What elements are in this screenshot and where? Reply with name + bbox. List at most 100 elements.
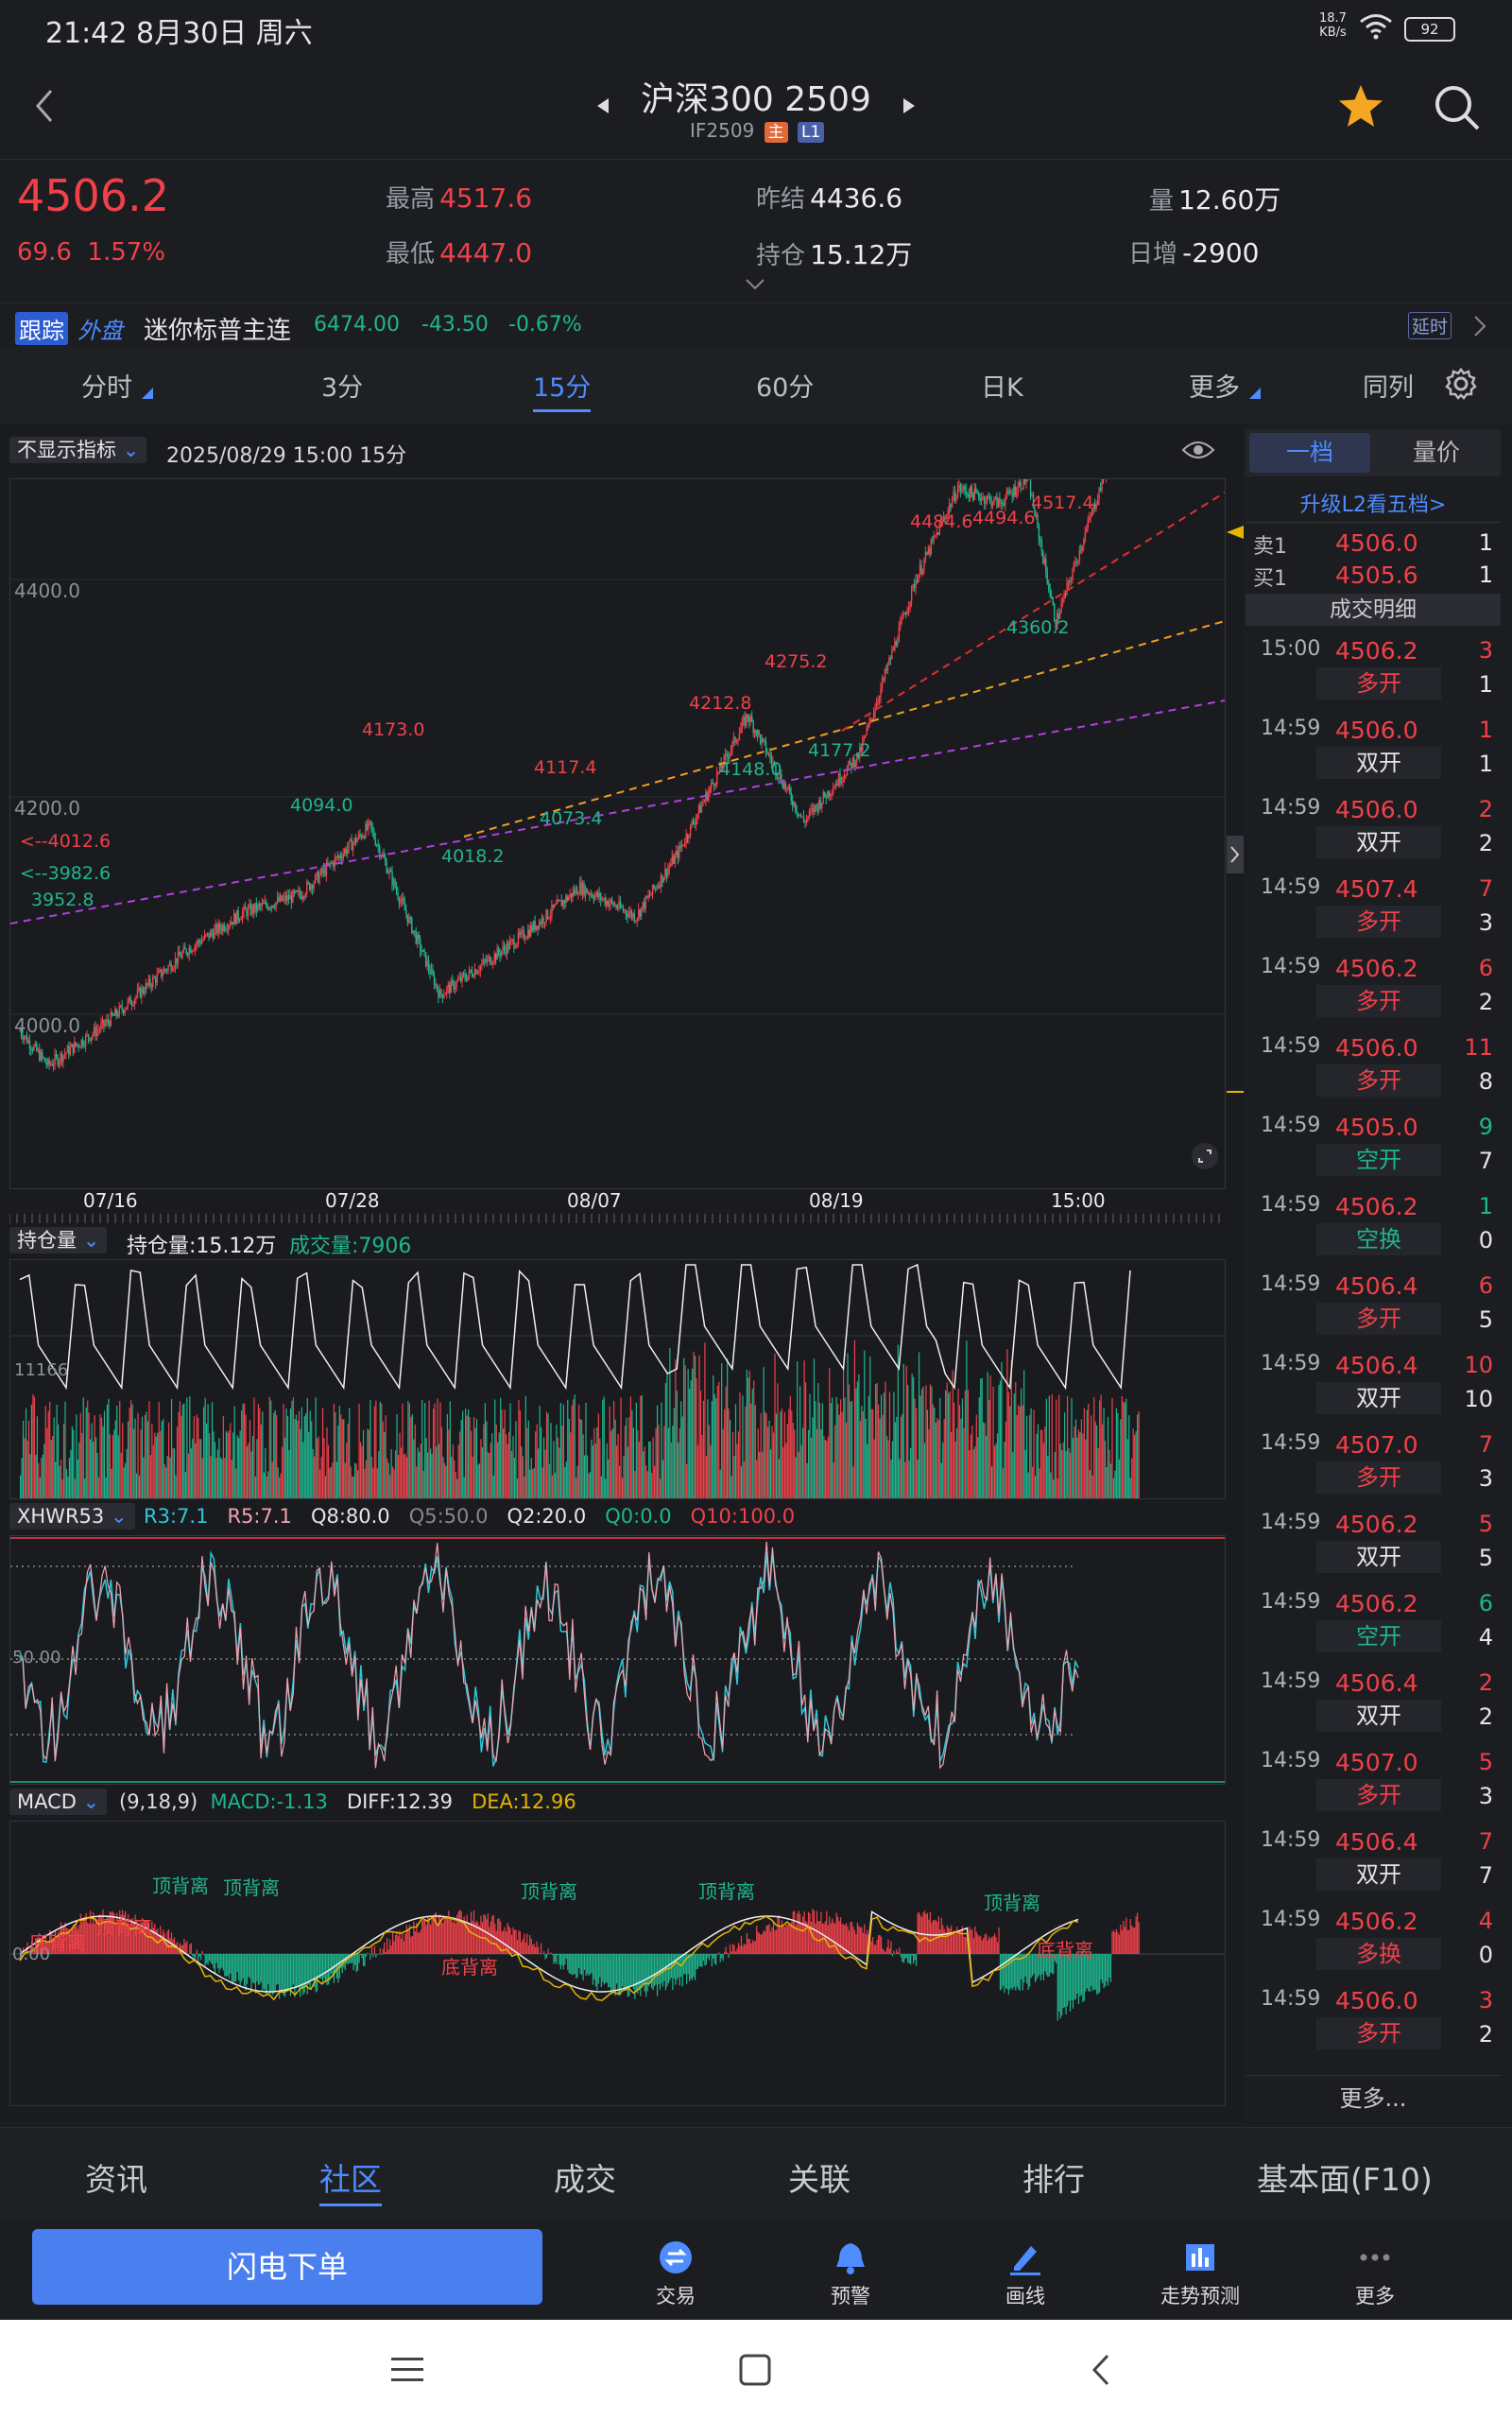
volume-bar xyxy=(21,1458,23,1498)
candle xyxy=(1055,619,1057,632)
back-nav-icon[interactable] xyxy=(1091,2354,1111,2386)
ticker-price: 6474.00 xyxy=(314,313,400,337)
indicator-dropdown[interactable]: 不显示指标 ⌄ xyxy=(9,437,147,463)
tab-fundamentals[interactable]: 基本面(F10) xyxy=(1257,2161,1433,2198)
tab-community[interactable]: 社区 xyxy=(319,2154,382,2206)
candlestick-canvas xyxy=(10,479,1225,1072)
flash-order-button[interactable]: 闪电下单 xyxy=(32,2229,542,2305)
tab-news[interactable]: 资讯 xyxy=(85,2161,147,2198)
candle xyxy=(1049,583,1051,599)
tab-more[interactable]: 更多 xyxy=(1189,373,1240,403)
favorite-star-icon[interactable] xyxy=(1336,83,1385,130)
trade-more-button[interactable]: 更多... xyxy=(1246,2075,1501,2121)
search-icon[interactable] xyxy=(1433,83,1482,132)
macd-bar xyxy=(516,1940,519,1954)
candle xyxy=(405,904,407,919)
back-icon[interactable] xyxy=(32,87,55,125)
candle xyxy=(683,838,686,848)
volume-bar xyxy=(627,1446,629,1498)
volume-bar xyxy=(358,1403,360,1498)
tab-15min[interactable]: 15分 xyxy=(533,367,592,412)
volume-bar xyxy=(504,1409,506,1498)
eye-icon[interactable] xyxy=(1181,439,1215,461)
tab-volume-price[interactable]: 量价 xyxy=(1412,439,1460,466)
candle xyxy=(97,1023,99,1036)
settings-gear-icon[interactable] xyxy=(1444,367,1478,401)
wr-dropdown[interactable]: XHWR53 ⌄ xyxy=(9,1503,135,1530)
prev-contract-icon[interactable] xyxy=(595,96,610,115)
volume-bar xyxy=(899,1459,901,1498)
macd-bar xyxy=(144,1920,146,1954)
collapse-right-icon[interactable] xyxy=(1227,836,1244,873)
ticker-chevron-icon[interactable] xyxy=(1472,315,1487,337)
menu-icon[interactable] xyxy=(391,2356,423,2384)
tab-level1[interactable]: 一档 xyxy=(1249,433,1370,473)
candle xyxy=(714,781,716,790)
draw-tool[interactable]: 画线 xyxy=(973,2238,1077,2309)
candle xyxy=(447,980,450,994)
tab-ranking[interactable]: 排行 xyxy=(1022,2161,1085,2198)
candle xyxy=(886,662,889,675)
volume-bar xyxy=(410,1416,412,1498)
fullscreen-icon[interactable] xyxy=(1190,1141,1220,1171)
trade-volume: 11 xyxy=(1464,1034,1493,1061)
tab-3min[interactable]: 3分 xyxy=(321,373,364,403)
wr-panel[interactable]: 50.00 xyxy=(9,1535,1226,1785)
macd-bar xyxy=(891,1954,894,1957)
volume-panel[interactable]: 11166 xyxy=(9,1259,1226,1499)
macd-bar xyxy=(888,1948,891,1954)
trade-price: 4506.4 xyxy=(1335,1669,1418,1697)
trade-price: 4506.0 xyxy=(1335,717,1418,744)
volume-bar xyxy=(235,1468,237,1498)
trade-list[interactable]: 15:00 4506.2 3 多开 1 14:59 4506.0 1 双开 1 14:59 4506.… xyxy=(1246,626,1501,2072)
candle xyxy=(426,956,428,971)
more-tool[interactable]: 更多 xyxy=(1323,2238,1427,2309)
trade-row: 14:59 4506.2 5 双开 5 xyxy=(1246,1499,1501,1579)
alert-tool[interactable]: 预警 xyxy=(799,2238,902,2309)
macd-bar xyxy=(1123,1921,1125,1954)
upgrade-l2-link[interactable]: 升级L2看五档> xyxy=(1299,493,1447,517)
macd-dropdown[interactable]: MACD ⌄ xyxy=(9,1789,108,1815)
tab-related[interactable]: 关联 xyxy=(788,2161,850,2198)
candlestick-panel[interactable]: 4400.0 4200.0 4000.0 4517.4 4494.6 4484.6 4… xyxy=(9,478,1226,1189)
macd-bar xyxy=(817,1921,819,1954)
macd-bar xyxy=(376,1954,378,1955)
volume-bar xyxy=(498,1432,500,1498)
tab-daily[interactable]: 日K xyxy=(981,373,1023,403)
candle xyxy=(345,846,347,857)
trade-kind: 多开 xyxy=(1316,667,1441,700)
trade-time: 14:59 xyxy=(1261,1114,1321,1137)
volume-bar xyxy=(271,1461,273,1498)
trade-kind: 多开 xyxy=(1316,1064,1441,1097)
volume-bar xyxy=(1131,1458,1133,1498)
volume-bar xyxy=(1016,1414,1018,1498)
expand-chevron-icon[interactable] xyxy=(745,278,765,291)
trade-tool[interactable]: 交易 xyxy=(624,2238,728,2309)
volume-bar xyxy=(1117,1412,1119,1498)
forecast-tool[interactable]: 走势预测 xyxy=(1148,2238,1252,2309)
macd-bar xyxy=(597,1954,599,1984)
macd-bar xyxy=(397,1936,400,1954)
tab-intraday[interactable]: 分时 xyxy=(81,373,132,403)
macd-bar xyxy=(627,1954,629,1997)
foreign-ticker[interactable]: 跟踪 外盘 迷你标普主连 6474.00 -43.50 -0.67% 延时 xyxy=(0,302,1512,348)
tab-trades[interactable]: 成交 xyxy=(554,2161,616,2198)
macd-bar xyxy=(1054,1954,1056,1962)
tab-compare[interactable]: 同列 xyxy=(1363,373,1414,403)
candle xyxy=(127,997,129,1011)
oi-dropdown[interactable]: 持仓量 ⌄ xyxy=(9,1227,108,1253)
volume-bar xyxy=(1106,1467,1108,1498)
next-contract-icon[interactable] xyxy=(902,96,917,115)
macd-bar xyxy=(222,1954,224,1971)
volume-bar xyxy=(731,1431,734,1498)
macd-bar xyxy=(673,1954,675,1979)
candle xyxy=(217,919,220,940)
volume-bar xyxy=(74,1478,76,1498)
volume-bar xyxy=(276,1414,278,1498)
tab-60min[interactable]: 60分 xyxy=(756,373,815,403)
low-value: 4447.0 xyxy=(439,237,533,268)
macd-panel[interactable]: 0.00 顶背离 顶背离 顶背离 顶背离 顶背离 顶背离 底背离 底背离 底背离 xyxy=(9,1821,1226,2106)
home-icon[interactable] xyxy=(739,2354,771,2386)
candle xyxy=(776,772,779,781)
macd-bar xyxy=(149,1931,151,1954)
